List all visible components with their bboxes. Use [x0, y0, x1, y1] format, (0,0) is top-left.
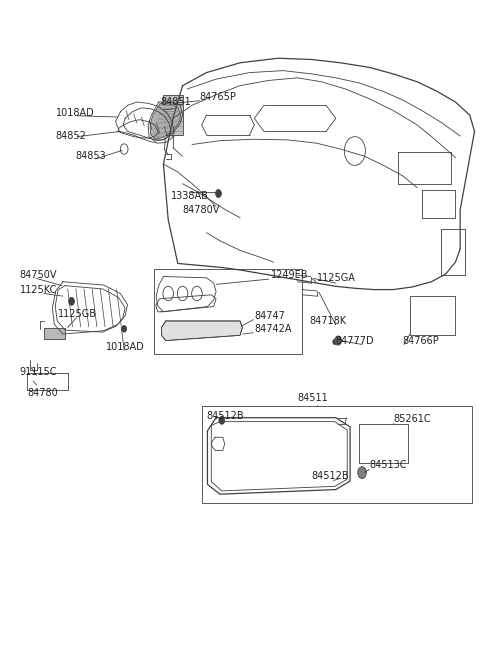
Text: 84780: 84780 [27, 388, 58, 398]
Polygon shape [150, 103, 180, 140]
Text: 84512B: 84512B [206, 411, 244, 421]
Text: 1018AD: 1018AD [56, 108, 95, 119]
Text: 84512B: 84512B [312, 471, 349, 481]
Text: 84765P: 84765P [199, 92, 236, 102]
Circle shape [122, 326, 127, 332]
Text: 1018AD: 1018AD [106, 343, 145, 352]
Polygon shape [44, 328, 65, 339]
Text: 84853: 84853 [75, 151, 106, 162]
Polygon shape [161, 321, 242, 341]
Polygon shape [163, 96, 182, 135]
Text: 84766P: 84766P [403, 336, 440, 346]
Text: 84513C: 84513C [369, 460, 407, 470]
Text: 1125GB: 1125GB [58, 309, 97, 319]
Text: 84780V: 84780V [182, 205, 220, 215]
Text: 84852: 84852 [56, 131, 86, 141]
Text: 85261C: 85261C [393, 414, 431, 424]
Circle shape [69, 297, 74, 305]
Text: 84747: 84747 [254, 311, 285, 321]
Circle shape [333, 339, 336, 345]
Circle shape [358, 467, 366, 479]
Bar [202, 406, 472, 502]
Text: 91115C: 91115C [20, 367, 57, 377]
Text: 1125KC: 1125KC [20, 286, 57, 295]
Circle shape [335, 336, 341, 345]
Circle shape [216, 189, 221, 197]
Text: 1125GA: 1125GA [317, 273, 356, 283]
Text: 1249EB: 1249EB [271, 271, 309, 280]
Text: 84851: 84851 [160, 96, 191, 107]
Text: 84750V: 84750V [20, 271, 57, 280]
Text: 84511: 84511 [298, 393, 328, 403]
Bar [154, 269, 302, 354]
Text: 84742A: 84742A [254, 324, 292, 334]
Text: 84777D: 84777D [336, 336, 374, 346]
Circle shape [219, 417, 225, 424]
Text: 84718K: 84718K [310, 316, 347, 326]
Text: 1338AB: 1338AB [170, 191, 208, 200]
